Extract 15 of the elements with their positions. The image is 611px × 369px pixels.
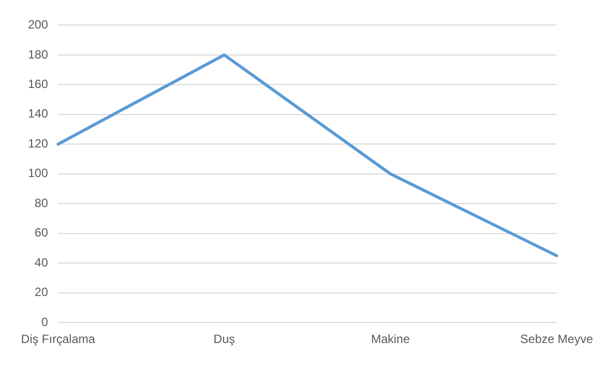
y-tick-label: 140 — [28, 106, 48, 121]
y-tick-label: 20 — [34, 285, 48, 300]
y-tick-label: 100 — [28, 166, 48, 180]
x-tick-label: Makine — [371, 332, 410, 346]
y-tick-label: 40 — [34, 255, 48, 270]
y-tick-label: 160 — [28, 76, 48, 91]
x-tick-label: Diş Fırçalama — [21, 332, 96, 346]
x-tick-label: Sebze Meyve — [520, 332, 594, 346]
y-tick-label: 180 — [28, 47, 48, 62]
y-tick-label: 80 — [34, 196, 48, 210]
y-tick-label: 120 — [28, 136, 48, 150]
y-tick-label: 0 — [41, 314, 48, 329]
x-tick-label: Duş — [214, 332, 235, 346]
y-tick-label: 200 — [28, 18, 48, 32]
y-tick-label: 60 — [34, 226, 48, 240]
